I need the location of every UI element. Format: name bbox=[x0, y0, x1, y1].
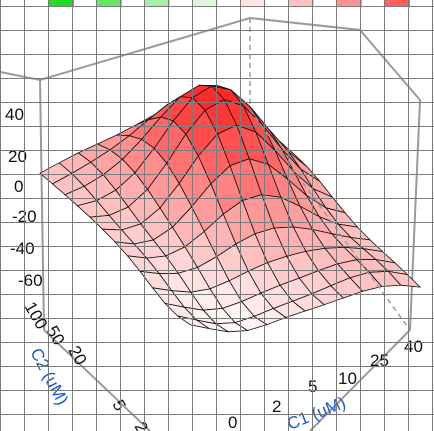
legend-swatch bbox=[240, 0, 266, 6]
z-tick-label: 20 bbox=[8, 147, 27, 166]
legend-swatch bbox=[288, 0, 314, 6]
y-tick-label: 50 bbox=[43, 323, 69, 349]
y-tick-label: 100 bbox=[21, 299, 52, 333]
legend-swatch bbox=[336, 0, 362, 6]
legend-swatch bbox=[144, 0, 170, 6]
box-edge bbox=[249, 109, 411, 331]
y-tick-label: 5 bbox=[109, 397, 130, 415]
y-tick-label: 20 bbox=[65, 343, 91, 369]
x-tick-label: 25 bbox=[370, 351, 389, 370]
y-axis-title: C2 (uM) bbox=[26, 345, 72, 408]
legend-swatch bbox=[384, 0, 410, 6]
z-tick-label: -60 bbox=[18, 271, 43, 290]
x-tick-label: 2 bbox=[272, 397, 281, 416]
box-edge bbox=[39, 79, 45, 331]
x-tick-label: 10 bbox=[338, 369, 357, 388]
box-edge bbox=[409, 99, 421, 331]
x-tick-label: 0 bbox=[228, 413, 237, 431]
bounding-box-back bbox=[0, 16, 421, 331]
legend-swatch bbox=[96, 0, 122, 6]
z-tick-label: 0 bbox=[14, 177, 23, 196]
x-tick-label: 40 bbox=[404, 337, 423, 356]
legend-swatch bbox=[192, 0, 218, 6]
legend-swatch bbox=[48, 0, 74, 6]
z-tick-label: 40 bbox=[5, 105, 24, 124]
color-legend bbox=[48, 0, 410, 6]
z-tick-label: -40 bbox=[10, 239, 35, 258]
